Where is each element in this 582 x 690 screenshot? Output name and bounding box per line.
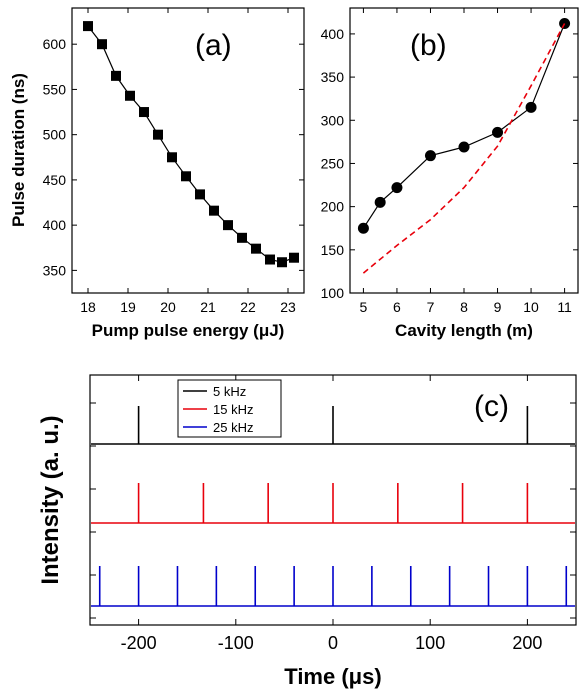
panel-c-label: (c) (474, 390, 509, 423)
data-point (265, 254, 275, 265)
y-tick-label: 150 (321, 242, 345, 258)
data-point (458, 141, 470, 153)
y-tick-label: 400 (321, 26, 345, 42)
x-tick-label: 100 (415, 633, 445, 653)
data-point (83, 21, 93, 32)
data-point (277, 257, 287, 268)
x-tick-label: 8 (460, 299, 468, 315)
data-point (111, 70, 121, 81)
data-point (181, 171, 191, 182)
x-tick-label: 11 (557, 299, 572, 315)
legend-label: 15 kHz (213, 402, 253, 417)
y-tick-label: 350 (43, 262, 67, 278)
x-tick-label: 19 (120, 299, 136, 315)
data-point (492, 126, 504, 138)
data-point (139, 107, 149, 118)
x-tick-label: 0 (328, 633, 338, 653)
data-point (125, 90, 135, 101)
panel-c-x-axis-label: Time (μs) (284, 664, 381, 689)
data-point (251, 243, 261, 254)
data-point (391, 182, 403, 194)
x-tick-label: -200 (121, 633, 157, 653)
data-point (374, 196, 386, 208)
y-tick-label: 100 (321, 285, 345, 301)
legend-label: 5 kHz (213, 384, 246, 399)
data-point (97, 39, 107, 50)
x-tick-label: -100 (218, 633, 254, 653)
y-tick-label: 550 (43, 81, 67, 97)
data-point (209, 205, 219, 216)
data-point (525, 101, 537, 113)
data-point (153, 129, 163, 140)
panel-a-x-axis-label: Pump pulse energy (μJ) (92, 321, 285, 340)
panel-a-label: (a) (195, 29, 232, 62)
y-tick-label: 200 (321, 199, 345, 215)
data-point (167, 152, 177, 163)
legend-label: 25 kHz (213, 420, 253, 435)
y-tick-label: 250 (321, 155, 345, 171)
panel-a: 18 19 20 21 22 23 350 400 450 500 550 600 (a) Pump … (9, 7, 305, 340)
panel-b-label: (b) (410, 29, 447, 62)
panel-b-x-axis-label: Cavity length (m) (395, 321, 533, 340)
series-0-line (87, 25, 295, 263)
series-1-line (362, 23, 566, 274)
panel-c: -200 -100 0 100 200 5 kHz 15 kHz 25 kHz (c) Ti… (37, 374, 577, 689)
x-tick-label: 6 (393, 299, 401, 315)
panel-c-y-axis-label: Intensity (a. u.) (37, 415, 64, 584)
x-tick-label: 20 (160, 299, 176, 315)
x-tick-label: 22 (240, 299, 256, 315)
x-tick-label: 200 (512, 633, 542, 653)
x-tick-label: 10 (523, 299, 539, 315)
y-tick-label: 400 (43, 217, 67, 233)
data-point (223, 220, 233, 231)
y-tick-label: 300 (321, 112, 345, 128)
y-tick-label: 500 (43, 127, 67, 143)
data-point (237, 232, 247, 243)
x-tick-label: 9 (494, 299, 502, 315)
data-point (195, 189, 205, 200)
y-tick-label: 450 (43, 172, 67, 188)
data-point (357, 222, 369, 234)
panel-a-frame (71, 7, 305, 294)
y-tick-label: 600 (43, 36, 67, 52)
data-point (289, 252, 299, 263)
panel-c-legend: 5 kHz 15 kHz 25 kHz (177, 379, 282, 438)
x-tick-label: 7 (427, 299, 435, 315)
data-point (424, 150, 436, 162)
y-tick-label: 350 (321, 69, 345, 85)
x-tick-label: 21 (200, 299, 216, 315)
series-0-line (362, 23, 566, 229)
panel-b: 5 6 7 8 9 10 11 100 150 200 250 300 350 400 (b) Cavit… (321, 7, 579, 340)
panel-a-y-axis-label: Pulse duration (ns) (9, 73, 28, 227)
x-tick-label: 23 (280, 299, 296, 315)
x-tick-label: 5 (360, 299, 368, 315)
x-tick-label: 18 (80, 299, 96, 315)
